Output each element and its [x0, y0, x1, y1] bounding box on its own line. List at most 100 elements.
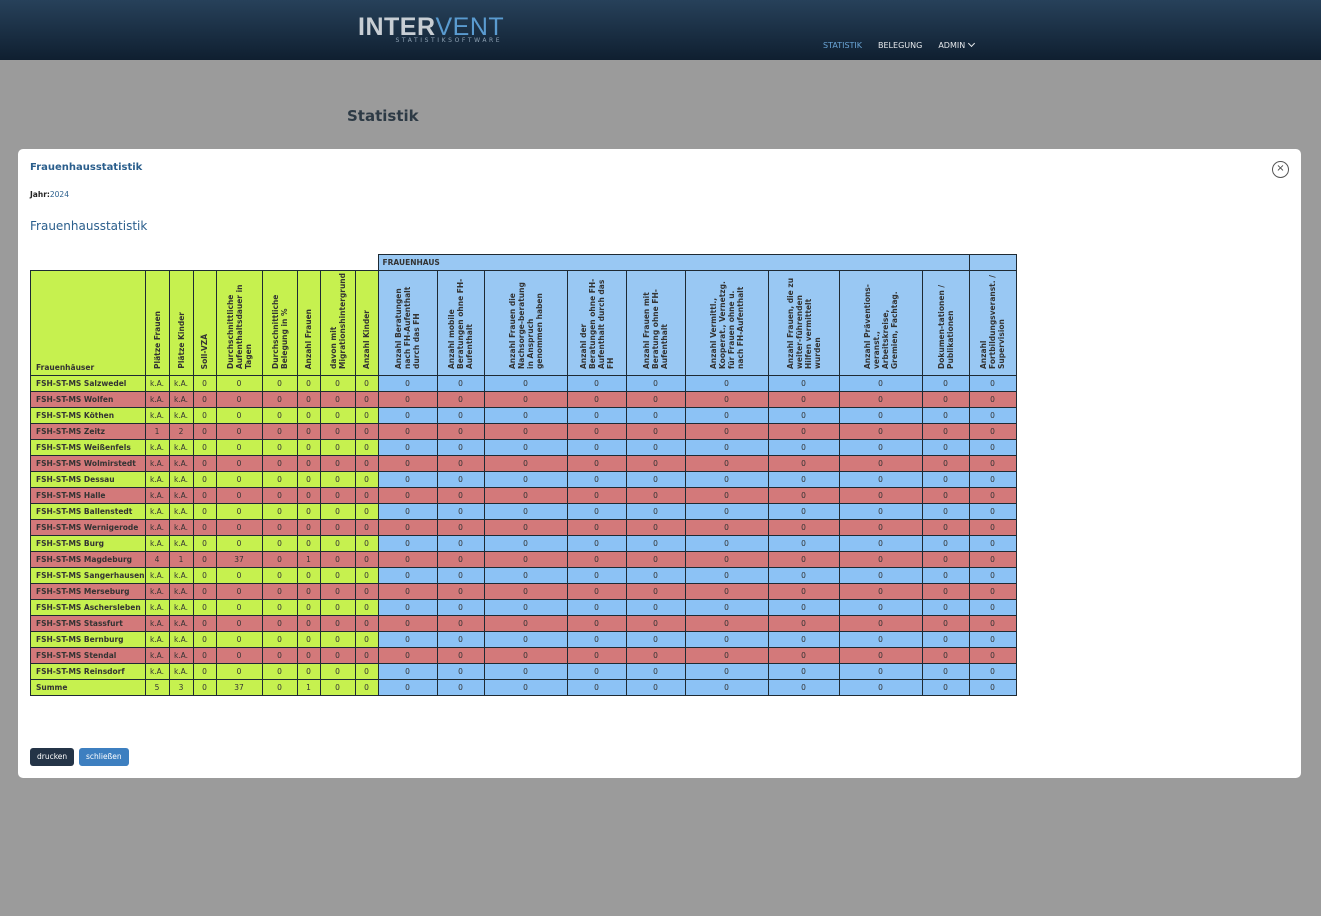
column-header: Anzahl Frauen mit Beratung ohne FH-Aufen… — [625, 270, 686, 376]
table-cell: 0 — [767, 375, 840, 392]
table-cell: k.A. — [144, 599, 170, 616]
table-row: FSH-ST-MS Bernburg k.A. k.A. 0 0 0 0 0 0 0 0 0 0 0 0 0 0… — [30, 631, 1017, 648]
table-cell: 0 — [192, 631, 217, 648]
table-cell: 0 — [921, 663, 970, 680]
table-cell: 0 — [625, 599, 686, 616]
table-cell: 0 — [192, 599, 217, 616]
table-cell: 0 — [483, 631, 568, 648]
table-cell: 0 — [968, 631, 1017, 648]
column-header: Anzahl Kinder — [354, 270, 379, 376]
statistics-table: FRAUENHAUS Frauenhäuser Plätze Frauen Plä… — [30, 254, 1017, 696]
table-cell: 0 — [354, 615, 379, 632]
table-cell: 0 — [838, 503, 923, 520]
table-cell: 0 — [377, 487, 438, 504]
table-cell: 0 — [261, 567, 298, 584]
row-name: Summe — [30, 679, 146, 696]
intervent-logo[interactable]: INTERVENT STATISTIKSOFTWARE — [358, 14, 504, 44]
table-cell: 0 — [354, 647, 379, 664]
table-cell: 0 — [319, 599, 356, 616]
close-button[interactable]: schließen — [79, 748, 129, 766]
table-cell: 0 — [354, 583, 379, 600]
table-cell: 0 — [319, 583, 356, 600]
chevron-down-icon — [968, 39, 976, 48]
table-cell: 0 — [354, 551, 379, 568]
table-row: FSH-ST-MS Dessau k.A. k.A. 0 0 0 0 0 0 0 0 0 0 0 0 0 0 0 0 — [30, 471, 1017, 488]
table-cell: 0 — [354, 455, 379, 472]
table-cell: 0 — [566, 471, 627, 488]
table-cell: 0 — [838, 471, 923, 488]
table-cell: k.A. — [144, 519, 170, 536]
table-cell: 0 — [436, 567, 485, 584]
table-cell: 0 — [436, 535, 485, 552]
table-cell: 0 — [566, 647, 627, 664]
nav-statistik[interactable]: STATISTIK — [823, 41, 863, 50]
table-cell: 37 — [215, 551, 263, 568]
column-header: Anzahl der Beratungen ohne FH-Aufenthalt… — [566, 270, 627, 376]
table-cell: 0 — [838, 487, 923, 504]
table-cell: 0 — [377, 583, 438, 600]
table-cell: 0 — [838, 583, 923, 600]
column-header-label: Anzahl Frauen mit Beratung ohne FH-Aufen… — [642, 289, 670, 369]
table-cell: k.A. — [144, 487, 170, 504]
table-cell: 0 — [684, 455, 769, 472]
table-cell: 0 — [921, 599, 970, 616]
table-cell: 0 — [684, 487, 769, 504]
close-icon[interactable]: × — [1272, 161, 1289, 178]
nav-belegung[interactable]: BELEGUNG — [878, 41, 923, 50]
table-cell: 0 — [354, 663, 379, 680]
table-cell: 0 — [436, 423, 485, 440]
table-cell: 0 — [921, 391, 970, 408]
table-cell: 0 — [377, 375, 438, 392]
table-row: FSH-ST-MS Wolfen k.A. k.A. 0 0 0 0 0 0 0 0 0 0 0 0 0 0 0 0 — [30, 391, 1017, 408]
nav-admin[interactable]: ADMIN — [938, 39, 976, 50]
table-cell: k.A. — [168, 599, 194, 616]
table-cell: 0 — [767, 535, 840, 552]
table-cell: 0 — [377, 423, 438, 440]
column-header-label: Anzahl Frauen, die zu weiter-führenden H… — [785, 277, 822, 369]
table-cell: 0 — [483, 519, 568, 536]
table-cell: 0 — [192, 519, 217, 536]
column-header-label: Anzahl Kinder — [362, 310, 372, 369]
column-header-label: Anzahl Präventions-veranst., Arbeitskrei… — [862, 284, 899, 369]
table-cell: 0 — [377, 407, 438, 424]
row-name: FSH-ST-MS Aschersleben — [30, 599, 146, 616]
table-cell: 0 — [296, 455, 321, 472]
table-cell: 0 — [625, 631, 686, 648]
table-cell: 0 — [192, 567, 217, 584]
table-cell: 0 — [192, 679, 217, 696]
table-cell: k.A. — [168, 487, 194, 504]
table-cell: 0 — [838, 599, 923, 616]
table-cell: 0 — [566, 375, 627, 392]
table-cell: k.A. — [168, 503, 194, 520]
row-name: FSH-ST-MS Reinsdorf — [30, 663, 146, 680]
table-cell: 0 — [436, 487, 485, 504]
table-cell: 0 — [261, 471, 298, 488]
table-cell: 0 — [261, 583, 298, 600]
table-cell: 0 — [436, 679, 485, 696]
table-cell: 0 — [377, 519, 438, 536]
table-cell: 0 — [377, 471, 438, 488]
print-button[interactable]: drucken — [30, 748, 75, 766]
nav-admin-label: ADMIN — [938, 41, 966, 50]
table-cell: 0 — [436, 455, 485, 472]
table-cell: 0 — [767, 663, 840, 680]
table-cell: k.A. — [168, 615, 194, 632]
table-cell: 0 — [625, 551, 686, 568]
table-cell: 0 — [838, 663, 923, 680]
table-cell: 0 — [684, 583, 769, 600]
table-cell: 0 — [684, 375, 769, 392]
table-cell: 0 — [296, 647, 321, 664]
table-cell: 0 — [296, 615, 321, 632]
table-cell: k.A. — [144, 567, 170, 584]
table-cell: 0 — [436, 647, 485, 664]
row-name: FSH-ST-MS Sangerhausen — [30, 567, 146, 584]
table-row: FSH-ST-MS Stendal k.A. k.A. 0 0 0 0 0 0 0 0 0 0 0 0 0 0 0… — [30, 647, 1017, 664]
table-cell: 0 — [215, 663, 263, 680]
row-name: FSH-ST-MS Wernigerode — [30, 519, 146, 536]
table-cell: 0 — [192, 391, 217, 408]
table-cell: 0 — [436, 503, 485, 520]
table-cell: 0 — [767, 503, 840, 520]
table-cell: 0 — [684, 551, 769, 568]
table-cell: 0 — [767, 423, 840, 440]
table-cell: 0 — [684, 647, 769, 664]
